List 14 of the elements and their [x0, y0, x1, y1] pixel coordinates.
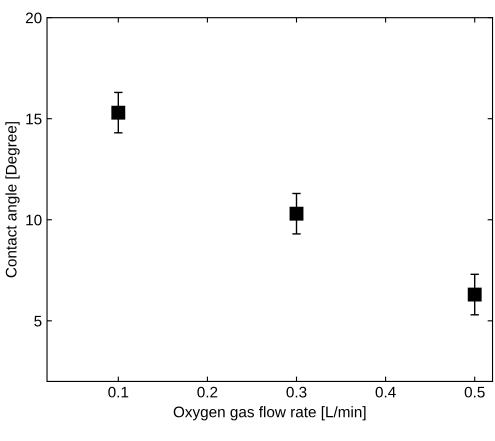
y-tick-label: 10 — [26, 214, 42, 226]
x-axis-title: Oxygen gas flow rate [L/min] — [174, 406, 366, 420]
x-tick-label: 0.5 — [464, 386, 485, 398]
point — [468, 288, 482, 302]
x-tick-label: 0.4 — [376, 386, 396, 398]
y-axis-title: Contact angle [Degree] — [5, 122, 20, 278]
x-tick-label: 0.3 — [286, 386, 306, 398]
point — [290, 206, 304, 221]
y-tick-label: 15 — [26, 114, 42, 124]
x-tick-label: 0.1 — [108, 386, 128, 398]
point — [111, 106, 126, 120]
y-tick-label: 20 — [26, 12, 42, 24]
y-tick-label: 5 — [34, 316, 42, 327]
x-tick-label: 0.2 — [197, 386, 218, 398]
